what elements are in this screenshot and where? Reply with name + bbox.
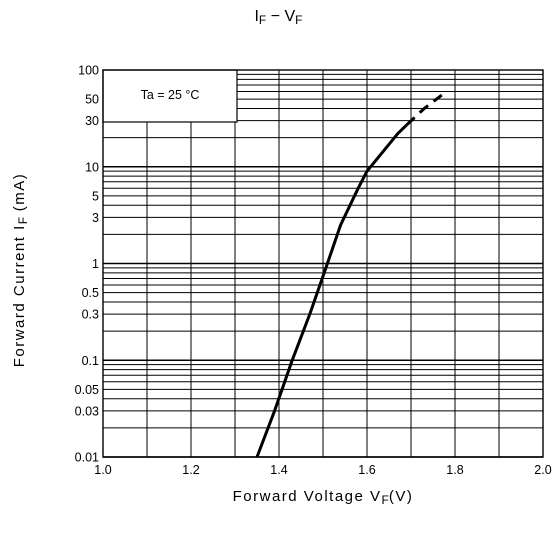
chart-title: IF − VF	[254, 8, 303, 27]
y-tick-label: 50	[85, 93, 99, 107]
y-axis-label: Forward Current IF (mA)	[11, 172, 30, 368]
y-tick-label: 0.03	[75, 404, 99, 418]
x-tick-label: 2.0	[534, 463, 551, 477]
annotation-box	[102, 69, 238, 123]
y-tick-label: 3	[92, 211, 99, 225]
plot-frame	[102, 69, 544, 458]
y-tick-label: 0.5	[82, 286, 99, 300]
x-tick-label: 1.6	[358, 463, 375, 477]
x-tick-label: 1.2	[182, 463, 199, 477]
x-tick-label: 1.8	[446, 463, 463, 477]
x-axis-label: Forward Voltage VF(V)	[232, 488, 414, 507]
y-tick-label: 0.1	[82, 354, 99, 368]
y-tick-label: 100	[78, 64, 99, 78]
x-tick-label: 1.0	[94, 463, 111, 477]
y-tick-label: 5	[92, 189, 99, 203]
y-tick-label: 10	[85, 160, 99, 174]
curve-extrapolated	[405, 93, 443, 127]
y-tick-label: 1	[92, 257, 99, 271]
x-tick-label: 1.4	[270, 463, 287, 477]
annotation-text: Ta = 25 °C	[141, 88, 200, 102]
curve-measured	[255, 123, 408, 458]
y-tick-label: 0.05	[75, 383, 99, 397]
y-tick-label: 0.01	[75, 451, 99, 465]
y-tick-label: 30	[85, 114, 99, 128]
y-tick-label: 0.3	[82, 308, 99, 322]
